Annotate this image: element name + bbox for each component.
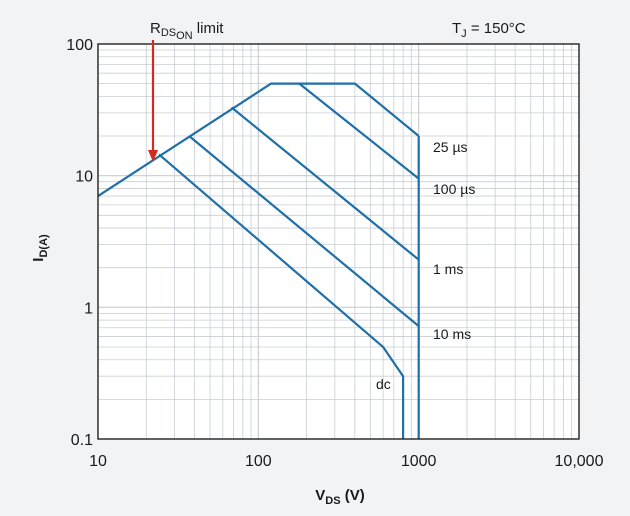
tj-main: T <box>452 20 461 37</box>
series-line-10-ms <box>188 135 420 327</box>
tick-labels: 10 100 1000 10,000 100 10 1 0.1 <box>66 37 603 470</box>
series-line-25-s <box>97 82 420 198</box>
rds-limit-subsub: ON <box>176 30 193 42</box>
plot-area <box>98 44 579 439</box>
series-label: 10 ms <box>433 326 471 342</box>
tj-sub: J <box>461 28 467 40</box>
y-tick-label: 10 <box>75 169 93 186</box>
series-group <box>97 82 420 439</box>
x-tick-label: 1000 <box>401 453 437 470</box>
rds-limit-arrow <box>148 40 158 162</box>
plot-frame <box>97 43 580 440</box>
tj-tail: = 150°C <box>467 20 526 37</box>
x-axis-label-main: V <box>315 487 325 504</box>
rds-limit-sub: DS <box>161 27 176 39</box>
x-tick-label: 10 <box>89 453 107 470</box>
series-label: 1 ms <box>433 261 463 277</box>
x-axis-label-unit: (V) <box>341 487 365 504</box>
x-tick-label: 100 <box>245 453 272 470</box>
y-tick-label: 100 <box>66 37 93 54</box>
y-tick-label: 0.1 <box>71 432 93 449</box>
x-tick-label: 10,000 <box>555 453 604 470</box>
series-label: dc <box>376 376 391 392</box>
tj-annotation: TJ = 150°C <box>452 20 526 40</box>
rds-limit-tail: limit <box>193 20 225 37</box>
series-line-100-s <box>298 82 420 180</box>
rds-limit-annotation: RDSON limit <box>150 20 224 42</box>
rds-limit-arrow-head <box>148 150 158 162</box>
x-axis-label: VDS (V) <box>315 487 364 507</box>
series-line-dc <box>158 153 405 439</box>
series-line-1-ms <box>230 106 420 261</box>
series-label: 25 µs <box>433 139 468 155</box>
y-axis-label-main: I <box>30 258 47 262</box>
y-axis-label: ID(A) <box>30 234 50 262</box>
x-axis-label-sub: DS <box>325 495 340 507</box>
y-tick-label: 1 <box>84 300 93 317</box>
series-label: 100 µs <box>433 181 475 197</box>
rds-limit-main: R <box>150 20 161 37</box>
y-axis-label-sub: D(A) <box>38 234 50 258</box>
series-labels: 25 µs 100 µs 1 ms 10 ms dc <box>376 139 475 392</box>
